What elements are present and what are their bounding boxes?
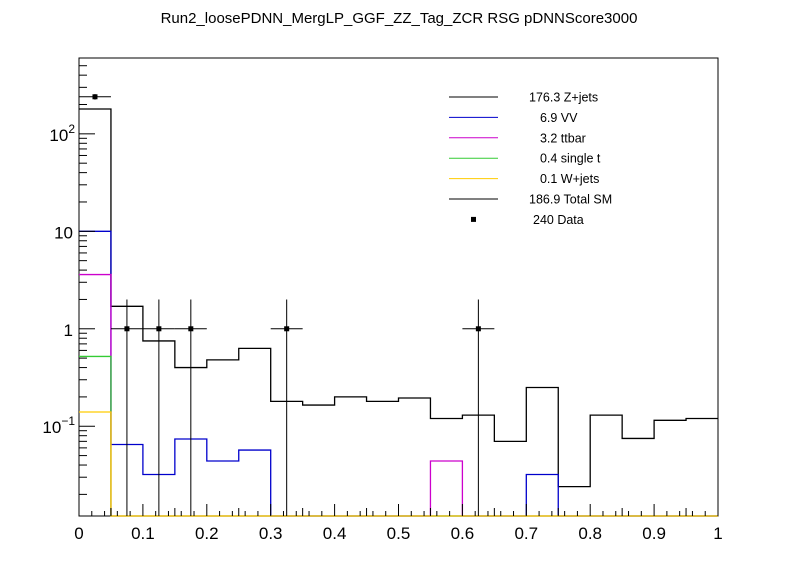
x-tick-label: 0 (74, 524, 83, 543)
legend-label-total-sm: 186.9 Total SM (529, 193, 612, 207)
x-tick-label: 0.4 (323, 524, 347, 543)
legend-label-vv: 6.9 VV (533, 111, 578, 125)
x-tick-label: 0.8 (578, 524, 602, 543)
y-tick-label: 1 (64, 321, 73, 340)
data-marker (92, 94, 98, 100)
data-marker (124, 326, 130, 332)
data-point-0 (79, 94, 111, 100)
x-tick-label: 0.7 (514, 524, 538, 543)
legend-label-w-jets: 0.1 W+jets (533, 172, 599, 186)
legend-label-ttbar: 3.2 ttbar (533, 131, 586, 145)
data-point-4 (270, 299, 303, 516)
data-marker (156, 326, 162, 332)
data-point-3 (174, 299, 207, 516)
x-tick-label: 0.3 (259, 524, 283, 543)
x-tick-label: 0.9 (642, 524, 666, 543)
x-tick-label: 0.2 (195, 524, 219, 543)
x-tick-label: 1 (713, 524, 722, 543)
hist-ttbar (79, 273, 718, 517)
data-marker (475, 326, 481, 332)
hist-vv (79, 230, 718, 517)
chart-title: Run2_loosePDNN_MergLP_GGF_ZZ_Tag_ZCR RSG… (160, 10, 638, 27)
y-tick-label: 10−1 (42, 414, 75, 437)
data-point-5 (462, 299, 495, 516)
data-marker (284, 326, 290, 332)
data-marker (188, 326, 194, 332)
x-tick-label: 0.5 (387, 524, 411, 543)
hist-z-jets (79, 108, 718, 488)
legend-label-single-t: 0.4 single t (533, 152, 601, 166)
legend-label-z-jets: 176.3 Z+jets (529, 91, 598, 105)
y-tick-label: 10 (54, 223, 73, 242)
data-point-1 (110, 299, 143, 516)
x-tick-label: 0.6 (451, 524, 475, 543)
legend-label-data: 240 Data (533, 213, 584, 227)
y-tick-label: 102 (49, 122, 75, 145)
x-tick-label: 0.1 (131, 524, 155, 543)
data-point-2 (142, 299, 175, 516)
legend-swatch-data (471, 216, 476, 222)
